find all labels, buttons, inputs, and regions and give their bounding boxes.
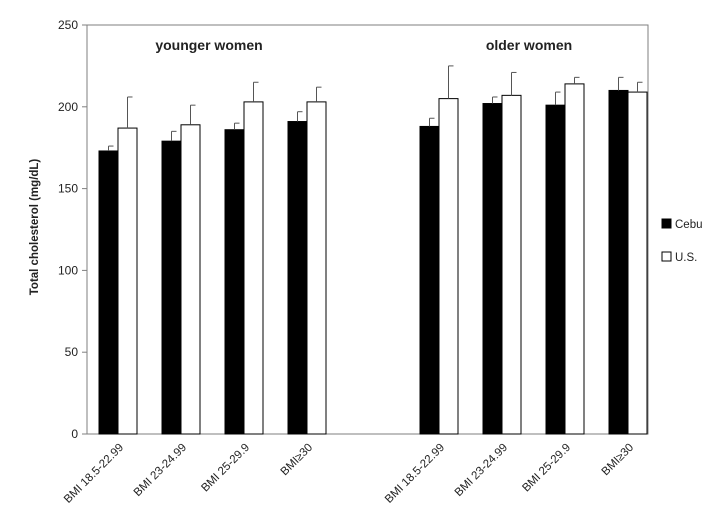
category-label: BMI≥30 [279, 442, 315, 478]
category-label: BMI≥30 [600, 442, 636, 478]
category-label: BMI 25-29.9 [520, 442, 573, 495]
bar-cebu [161, 140, 182, 435]
y-axis-ticks: 0 50 100 150 200 250 [58, 18, 87, 441]
y-tick-label: 100 [58, 263, 78, 277]
y-axis-title: Total cholesterol (mg/dL) [29, 159, 41, 296]
bar-cebu [608, 89, 629, 435]
bar-us [438, 98, 459, 435]
category-labels: BMI 18.5-22.99 BMI 23-24.99 BMI 25-29.9 BMI… [62, 442, 636, 506]
category-label: BMI 18.5-22.99 [383, 442, 447, 506]
y-tick-label: 50 [65, 345, 79, 359]
legend-swatch-cebu [661, 218, 672, 229]
legend-swatch-us [661, 251, 672, 262]
y-tick-label: 200 [58, 100, 78, 114]
bar-us [306, 101, 327, 435]
bar-us [564, 83, 585, 435]
bar-cebu [419, 125, 440, 435]
category-label: BMI 23-24.99 [132, 442, 189, 499]
bar-us [243, 101, 264, 435]
bars-layer [98, 65, 648, 435]
y-tick-label: 250 [58, 18, 78, 32]
bar-cebu [287, 121, 308, 435]
bar-us [501, 94, 522, 435]
category-label: BMI 25-29.9 [199, 442, 252, 495]
bar-cebu [545, 104, 566, 435]
category-label: BMI 23-24.99 [453, 442, 510, 499]
group-title-older: older women [486, 37, 572, 53]
bar-us [117, 127, 138, 435]
bar-cebu [98, 150, 119, 435]
bar-us [180, 124, 201, 435]
legend: Cebu U.S. [661, 218, 703, 264]
y-tick-label: 0 [71, 427, 78, 441]
plot-border [86, 24, 649, 435]
y-tick-label: 150 [58, 182, 78, 196]
bar-cebu [224, 129, 245, 435]
group-title-younger: younger women [155, 37, 262, 53]
plot-frame [86, 24, 649, 435]
category-label: BMI 18.5-22.99 [62, 442, 126, 506]
bar-us [627, 91, 648, 435]
legend-label-us: U.S. [675, 252, 697, 264]
bar-cebu [482, 103, 503, 435]
legend-label-cebu: Cebu [675, 219, 703, 231]
